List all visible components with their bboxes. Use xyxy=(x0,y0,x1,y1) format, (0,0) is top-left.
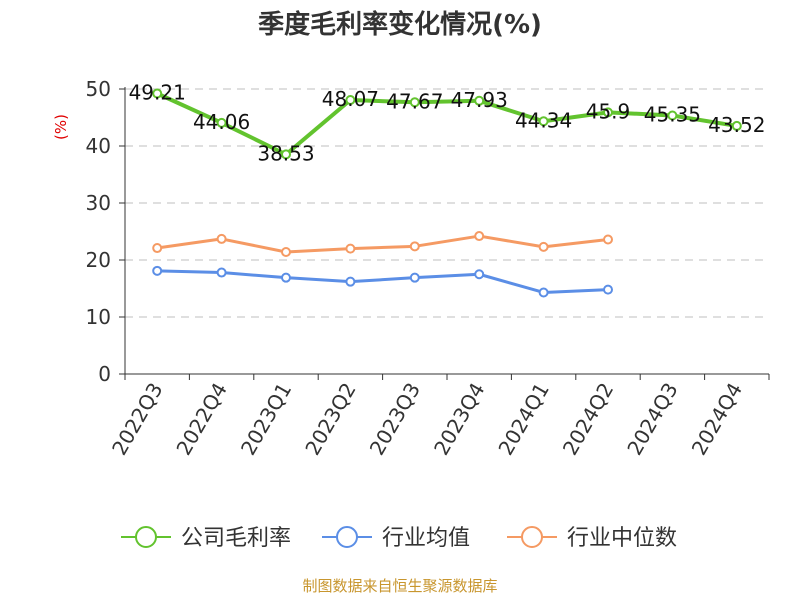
source-footer: 制图数据来自恒生聚源数据库 xyxy=(302,577,497,595)
data-label: 38.53 xyxy=(257,141,314,165)
data-point-2 xyxy=(152,243,163,254)
data-point-0 xyxy=(216,117,227,128)
data-label: 47.93 xyxy=(451,88,508,112)
x-tick-label: 2024Q2 xyxy=(558,379,618,460)
data-point-0 xyxy=(474,95,485,106)
chart-title: 季度毛利率变化情况(%) xyxy=(258,9,542,40)
data-point-0 xyxy=(345,95,356,106)
axes xyxy=(119,87,770,380)
data-point-1 xyxy=(152,265,163,276)
data-label: 45.9 xyxy=(586,99,631,123)
grid-lines xyxy=(125,88,769,318)
legend-marker xyxy=(336,526,358,548)
y-tick-label: 40 xyxy=(86,134,111,158)
x-tick-label: 2023Q3 xyxy=(365,379,425,460)
x-tick-label: 2024Q4 xyxy=(687,379,747,460)
series-layer xyxy=(152,88,742,298)
data-point-1 xyxy=(345,276,356,287)
data-point-0 xyxy=(152,88,163,99)
legend-marker xyxy=(521,526,543,548)
data-point-0 xyxy=(731,120,742,131)
data-point-2 xyxy=(281,247,291,258)
data-point-2 xyxy=(474,231,485,242)
data-label: 49.21 xyxy=(129,81,186,105)
legend-marker xyxy=(135,526,157,548)
data-point-1 xyxy=(216,267,227,278)
data-point-1 xyxy=(409,272,420,283)
data-label: 43.52 xyxy=(708,113,765,137)
data-label: 44.06 xyxy=(193,110,250,134)
x-tick-label: 2024Q3 xyxy=(622,379,682,460)
data-label: 47.67 xyxy=(386,89,443,113)
y-tick-label: 20 xyxy=(86,248,111,272)
x-tick-label: 2023Q2 xyxy=(300,379,360,460)
x-tick-label: 2022Q4 xyxy=(171,379,231,460)
data-label: 45.35 xyxy=(644,103,701,127)
x-tick-labels: 2022Q3 2022Q4 2023Q1 2023Q2 2023Q3 2023Q4 2024… xyxy=(107,379,747,460)
x-tick-label: 2022Q3 xyxy=(107,379,167,460)
legend: 公司毛利率 行业均值 行业中位数 xyxy=(121,526,677,551)
data-labels: 49.21 44.06 38.53 48.07 47.67 47.93 44.34 45.9 4… xyxy=(129,81,766,166)
data-point-0 xyxy=(667,110,678,121)
data-point-0 xyxy=(281,149,291,160)
legend-label: 公司毛利率 xyxy=(181,526,291,551)
x-tick-label: 2023Q1 xyxy=(236,379,296,460)
data-point-2 xyxy=(538,241,549,252)
legend-label: 行业均值 xyxy=(382,526,470,551)
data-point-2 xyxy=(603,234,613,245)
series-line-2 xyxy=(156,234,609,254)
series-line-0 xyxy=(156,91,738,157)
data-point-0 xyxy=(603,107,613,118)
data-point-1 xyxy=(281,272,291,283)
data-label: 44.34 xyxy=(515,108,572,132)
legend-label: 行业中位数 xyxy=(567,526,677,551)
data-point-1 xyxy=(538,287,549,298)
data-point-0 xyxy=(538,116,549,127)
y-tick-label: 30 xyxy=(86,191,111,215)
data-point-2 xyxy=(345,243,356,254)
data-point-2 xyxy=(216,233,227,244)
x-tick-label: 2023Q4 xyxy=(429,379,489,460)
data-point-1 xyxy=(474,269,485,280)
data-label: 48.07 xyxy=(322,87,379,111)
y-axis-label: (%) xyxy=(52,114,70,140)
data-point-1 xyxy=(603,284,613,295)
series-line-1 xyxy=(157,269,609,294)
y-tick-labels: 0 10 20 30 40 50 xyxy=(86,77,111,386)
y-tick-label: 10 xyxy=(86,305,111,329)
x-tick-label: 2024Q1 xyxy=(493,379,553,460)
data-point-0 xyxy=(409,97,420,108)
y-tick-label: 50 xyxy=(86,77,111,101)
data-point-2 xyxy=(409,241,420,252)
y-tick-label: 0 xyxy=(98,362,111,386)
